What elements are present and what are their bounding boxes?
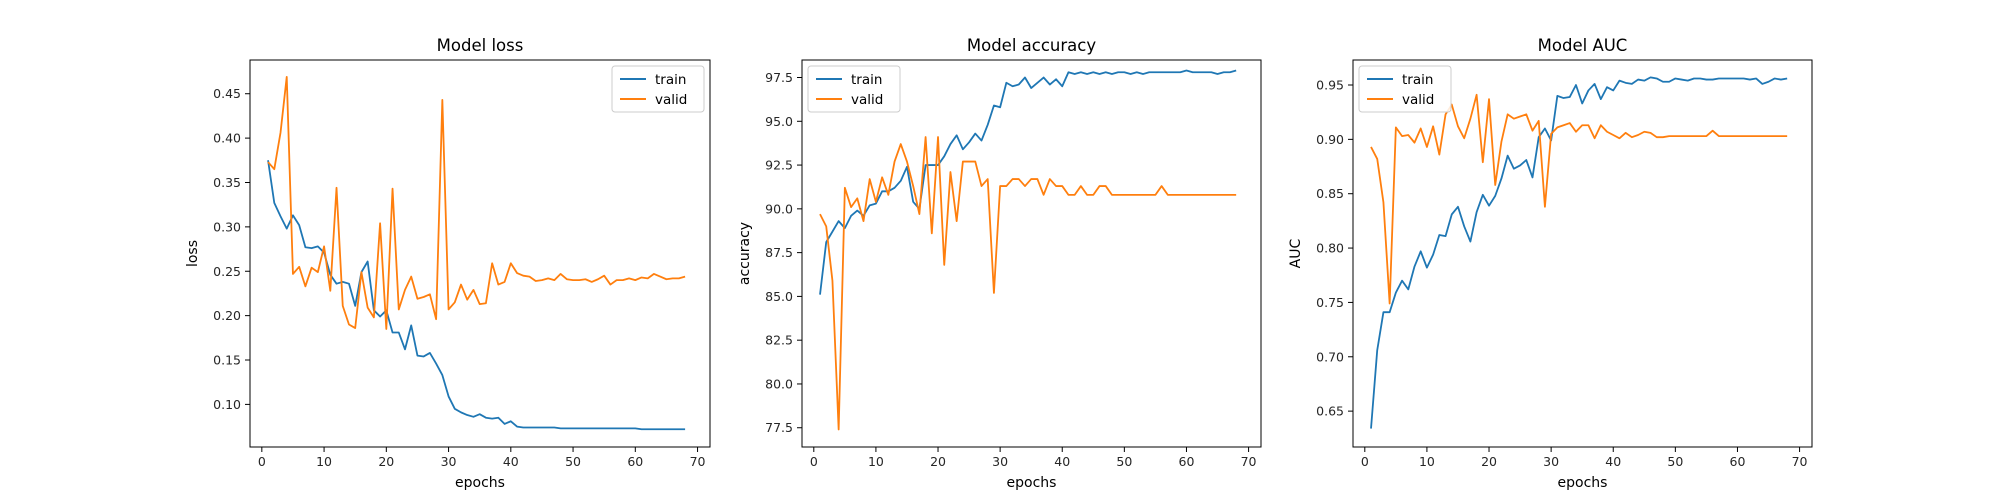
y-tick-label: 77.5	[765, 420, 793, 435]
legend: train valid	[807, 65, 901, 113]
series-line-valid	[267, 75, 686, 330]
panel-model-accuracy: Model accuracy 0 10 20 30 40 50 60 70 77.5 80.0 82.…	[737, 36, 1262, 491]
legend-box	[611, 65, 705, 113]
x-tick-label: 20	[378, 454, 394, 469]
x-tick-label: 10	[1419, 454, 1435, 469]
legend-label-train: train	[851, 72, 882, 88]
x-tick-label: 30	[441, 454, 457, 469]
x-tick-label: 10	[868, 454, 884, 469]
y-tick-label: 0.25	[213, 264, 241, 279]
y-tick-label: 0.95	[1316, 78, 1344, 93]
x-tick-label: 70	[1241, 454, 1257, 469]
x-tick-label: 60	[627, 454, 643, 469]
y-tick-label: 0.70	[1316, 349, 1344, 364]
y-tick-label: 80.0	[765, 376, 793, 391]
y-tick-label: 85.0	[765, 289, 793, 304]
y-tick-label: 0.85	[1316, 186, 1344, 201]
legend-label-valid: valid	[1402, 92, 1434, 108]
series-line-train	[1370, 76, 1788, 429]
x-tick-label: 10	[316, 454, 332, 469]
panel-title: Model loss	[437, 36, 524, 55]
x-tick-label: 0	[1361, 454, 1369, 469]
series-line-train	[267, 160, 686, 431]
y-tick-label: 0.40	[213, 131, 241, 146]
y-tick-label: 0.65	[1316, 404, 1344, 419]
x-tick-label: 0	[810, 454, 818, 469]
y-tick-label: 95.0	[765, 114, 793, 129]
panel-title: Model AUC	[1538, 36, 1628, 55]
plot-frame	[801, 59, 1262, 448]
x-tick-label: 40	[503, 454, 519, 469]
legend-label-train: train	[1402, 72, 1433, 88]
y-tick-label: 0.30	[213, 219, 241, 234]
y-tick-label: 92.5	[765, 158, 793, 173]
y-tick-label: 0.15	[213, 353, 241, 368]
y-tick-label: 90.0	[765, 201, 793, 216]
y-axis-label: accuracy	[737, 222, 753, 285]
series-line-valid	[819, 136, 1237, 431]
x-tick-label: 60	[1730, 454, 1746, 469]
y-tick-label: 87.5	[765, 245, 793, 260]
x-tick-label: 50	[565, 454, 581, 469]
x-tick-label: 70	[1792, 454, 1808, 469]
plot-frame	[249, 59, 711, 448]
x-tick-label: 50	[1667, 454, 1683, 469]
x-tick-label: 60	[1179, 454, 1195, 469]
x-tick-label: 40	[1605, 454, 1621, 469]
x-tick-label: 30	[1543, 454, 1559, 469]
x-axis-label: epochs	[1007, 475, 1057, 491]
legend: train valid	[1358, 65, 1452, 113]
panel-model-loss: Model loss 0 10 20 30 40 50 60 70 0.10 0.15 0.20 0.2…	[185, 36, 711, 491]
x-tick-label: 0	[258, 454, 266, 469]
legend: train valid	[611, 65, 705, 113]
x-axis-label: epochs	[1558, 475, 1608, 491]
x-tick-label: 30	[992, 454, 1008, 469]
x-tick-label: 20	[930, 454, 946, 469]
y-tick-label: 0.75	[1316, 295, 1344, 310]
y-tick-label: 97.5	[765, 70, 793, 85]
legend-label-valid: valid	[851, 92, 883, 108]
y-tick-label: 0.45	[213, 86, 241, 101]
x-tick-label: 40	[1054, 454, 1070, 469]
plot-frame	[1352, 59, 1813, 448]
x-axis-label: epochs	[455, 475, 505, 491]
y-tick-label: 0.20	[213, 308, 241, 323]
y-axis-label: loss	[185, 240, 201, 267]
y-tick-label: 0.80	[1316, 241, 1344, 256]
series-line-valid	[1370, 93, 1788, 305]
panel-model-auc: Model AUC 0 10 20 30 40 50 60 70 0.65 0.70 0.75 0.80…	[1288, 36, 1813, 491]
legend-box	[807, 65, 901, 113]
legend-box	[1358, 65, 1452, 113]
y-tick-label: 0.90	[1316, 132, 1344, 147]
x-tick-label: 70	[690, 454, 706, 469]
legend-label-valid: valid	[655, 92, 687, 108]
legend-label-train: train	[655, 72, 686, 88]
y-tick-label: 82.5	[765, 333, 793, 348]
x-tick-label: 50	[1116, 454, 1132, 469]
y-axis-label: AUC	[1288, 238, 1304, 268]
y-tick-label: 0.10	[213, 397, 241, 412]
y-tick-label: 0.35	[213, 175, 241, 190]
panel-title: Model accuracy	[967, 36, 1096, 55]
x-tick-label: 20	[1481, 454, 1497, 469]
